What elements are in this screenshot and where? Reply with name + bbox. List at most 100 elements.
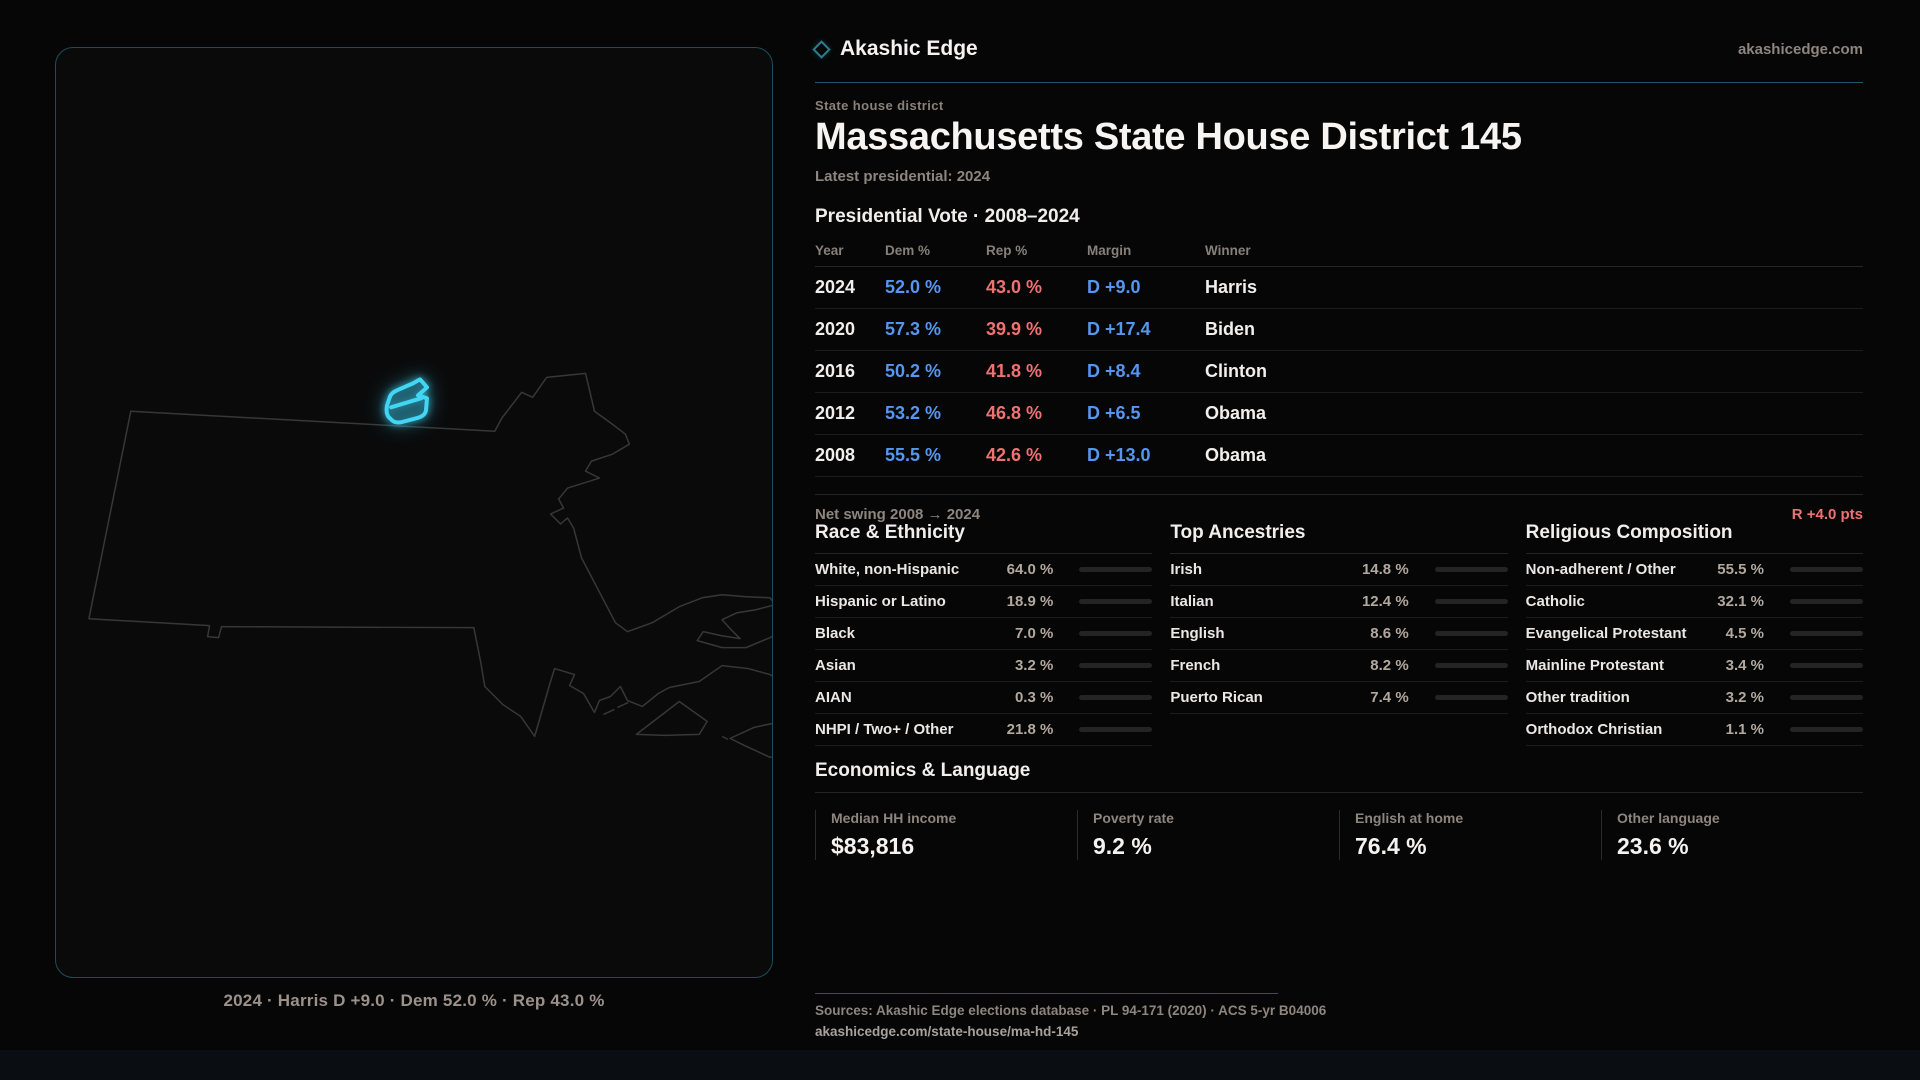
net-swing-value: R +4.0 pts [1791, 506, 1863, 523]
row-label: Asian [815, 657, 856, 674]
row-value: 14.8 % [1361, 561, 1409, 578]
stat-value: 76.4 % [1355, 833, 1427, 859]
row-value: 7.0 % [1014, 625, 1054, 642]
row-label: White, non-Hispanic [815, 561, 960, 578]
bar-track [1790, 631, 1863, 636]
list-item: Non-adherent / Other 55.5 % [1525, 554, 1863, 586]
economics-section: Economics & Language Median HH income $8… [815, 760, 1863, 860]
row-value: 3.2 % [1725, 689, 1764, 706]
cell-margin: D +6.5 [1087, 392, 1205, 435]
map-caption: 2024 · Harris D +9.0 · Dem 52.0 % · Rep … [223, 991, 605, 1010]
cell-winner: Obama [1205, 392, 1863, 435]
row-label: English [1170, 625, 1225, 642]
row-label: Italian [1170, 593, 1214, 610]
list-item: NHPI / Two+ / Other 21.8 % [815, 714, 1153, 746]
row-value: 64.0 % [1006, 561, 1054, 578]
net-swing-divider [815, 494, 1863, 495]
row-label: Hispanic or Latino [815, 593, 946, 610]
row-label: French [1170, 657, 1221, 674]
stat-poverty-rate: Poverty rate 9.2 % [1077, 810, 1339, 860]
row-value: 32.1 % [1717, 593, 1764, 610]
stat-row: Median HH income $83,816 Poverty rate 9.… [815, 810, 1863, 860]
ancestries-section: Top Ancestries Irish 14.8 % Italian 12.4… [1170, 522, 1508, 746]
bar-track [1790, 663, 1863, 668]
list-item: Mainline Protestant 3.4 % [1525, 650, 1863, 682]
footer-divider [815, 993, 1278, 994]
table-row: 2016 50.2 % 41.8 % D +8.4 Clinton [815, 350, 1863, 393]
col-header-rep: Rep % [986, 237, 1087, 267]
latest-presidential-label: Latest presidential: 2024 [815, 168, 991, 185]
cell-margin: D +17.4 [1087, 308, 1205, 351]
table-row: 2024 52.0 % 43.0 % D +9.0 Harris [815, 266, 1863, 309]
bar-track [1434, 599, 1508, 604]
row-label: Puerto Rican [1170, 689, 1263, 706]
row-label: Non-adherent / Other [1525, 561, 1676, 578]
cell-dem: 50.2 % [885, 350, 986, 393]
stat-other-language: Other language 23.6 % [1601, 810, 1863, 860]
cell-winner: Clinton [1205, 350, 1863, 393]
bar-track [1079, 727, 1153, 732]
stat-median-income: Median HH income $83,816 [815, 810, 1077, 860]
table-row: 2012 53.2 % 46.8 % D +6.5 Obama [815, 392, 1863, 435]
col-header-winner: Winner [1205, 237, 1863, 267]
list-item: Hispanic or Latino 18.9 % [815, 586, 1153, 618]
brand-domain-link[interactable]: akashicedge.com [1737, 40, 1863, 58]
bar-track [1790, 567, 1863, 572]
list-item: Irish 14.8 % [1170, 554, 1508, 586]
cell-margin: D +9.0 [1087, 266, 1205, 309]
cell-margin: D +13.0 [1087, 434, 1205, 477]
cell-year: 2020 [815, 308, 885, 351]
stat-label: English at home [1355, 810, 1464, 826]
race-ethnicity-section: Race & Ethnicity White, non-Hispanic 64.… [815, 522, 1153, 746]
brand-logo: Akashic Edge [812, 37, 978, 61]
vote-table-heading: Presidential Vote · 2008–2024 [815, 206, 1080, 227]
presidential-vote-table: Year Dem % Rep % Margin Winner 2024 52.0… [815, 237, 1863, 477]
section-title: Religious Composition [1525, 522, 1863, 554]
cell-rep: 41.8 % [986, 350, 1087, 393]
district-report: Akashic Edge akashicedge.com State house… [812, 30, 1863, 1039]
bar-track [1079, 631, 1153, 636]
row-value: 1.1 % [1725, 721, 1764, 738]
row-label: Orthodox Christian [1525, 721, 1663, 738]
row-value: 12.4 % [1361, 593, 1409, 610]
row-value: 4.5 % [1725, 625, 1764, 642]
cell-margin: D +8.4 [1087, 350, 1205, 393]
bar-track [1434, 695, 1508, 700]
list-item: Puerto Rican 7.4 % [1170, 682, 1508, 714]
cell-winner: Obama [1205, 434, 1863, 477]
bar-track [1079, 599, 1153, 604]
demographics-grid: Race & Ethnicity White, non-Hispanic 64.… [815, 522, 1863, 746]
cell-year: 2016 [815, 350, 885, 393]
row-value: 7.4 % [1370, 689, 1409, 706]
table-row: 2008 55.5 % 42.6 % D +13.0 Obama [815, 434, 1863, 477]
list-item: White, non-Hispanic 64.0 % [815, 554, 1153, 586]
list-item: Catholic 32.1 % [1525, 586, 1863, 618]
stat-label: Median HH income [831, 810, 957, 826]
district-map-panel [55, 47, 773, 978]
cell-winner: Biden [1205, 308, 1863, 351]
cell-rep: 42.6 % [986, 434, 1087, 477]
list-item: Asian 3.2 % [815, 650, 1153, 682]
religion-section: Religious Composition Non-adherent / Oth… [1525, 522, 1863, 746]
row-value: 8.2 % [1370, 657, 1409, 674]
list-item: Orthodox Christian 1.1 % [1525, 714, 1863, 746]
list-item: Evangelical Protestant 4.5 % [1525, 618, 1863, 650]
brand-row: Akashic Edge akashicedge.com [812, 30, 1863, 68]
cell-dem: 55.5 % [885, 434, 986, 477]
header-divider [815, 82, 1863, 83]
cell-rep: 39.9 % [986, 308, 1087, 351]
permalink[interactable]: akashicedge.com/state-house/ma-hd-145 [815, 1024, 1079, 1039]
stat-label: Other language [1617, 810, 1720, 826]
table-header-row: Year Dem % Rep % Margin Winner [815, 237, 1863, 267]
footer: Sources: Akashic Edge elections database… [815, 993, 1863, 1039]
bar-track [1790, 695, 1863, 700]
district-highlight[interactable] [384, 377, 429, 425]
cell-rep: 43.0 % [986, 266, 1087, 309]
kicker-label: State house district [815, 98, 944, 113]
list-item: French 8.2 % [1170, 650, 1508, 682]
bar-track [1079, 663, 1153, 668]
col-header-year: Year [815, 237, 885, 267]
section-title: Race & Ethnicity [815, 522, 1153, 554]
section-title: Top Ancestries [1170, 522, 1508, 554]
